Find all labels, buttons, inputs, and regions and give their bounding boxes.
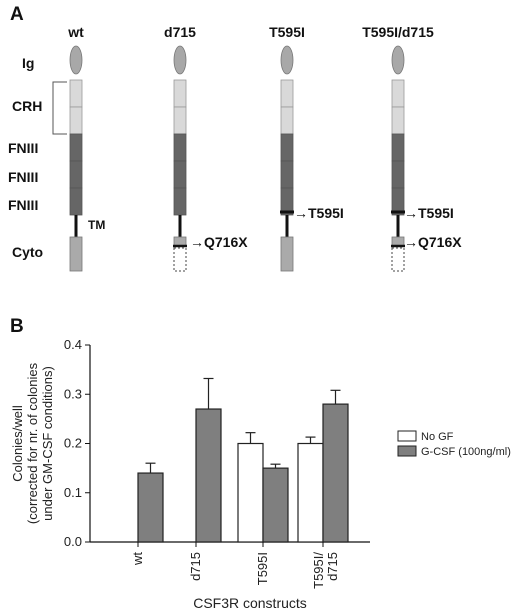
truncated-region-t595i-d715: [391, 247, 405, 272]
construct-wt: [69, 45, 83, 272]
bar-1-3: [322, 403, 349, 543]
x-tick-label-1-line-0: d715: [188, 552, 203, 581]
y-axis-label-line-1: (corrected for nr. of colonies: [25, 362, 40, 524]
fniii-domain-t595i-2: [280, 160, 294, 189]
domain-label-fniii-2: FNIII: [8, 169, 39, 185]
fniii-domain-t595i-1: [280, 133, 294, 162]
y-tick-label-4: 0.4: [64, 337, 82, 352]
cyto-domain-d715: [173, 236, 187, 247]
y-tick-label-1: 0.1: [64, 485, 82, 500]
annotation-t595i-double: →T595I: [404, 205, 454, 221]
fniii-domain-wt-2: [69, 160, 83, 189]
ig-domain-t595i: [280, 45, 294, 75]
fniii-domain-t595i-d715-1: [391, 133, 405, 162]
bar-chart: 0.0 0.1 0.2 0.3 0.4 Colonies/well (corrected f…: [10, 337, 511, 611]
construct-label-t595i-d715: T595I/d715: [362, 24, 434, 40]
crh-domain-d715-2: [173, 106, 187, 135]
domain-label-cyto: Cyto: [12, 244, 44, 260]
crh-domain-t595i-d715-1: [391, 79, 405, 108]
domain-label-ig: Ig: [22, 55, 35, 71]
crh-domain-t595i-1: [280, 79, 294, 108]
x-tick-label-0: wt: [130, 552, 145, 566]
ig-domain-t595i-d715: [391, 45, 405, 75]
fniii-domain-d715-2: [173, 160, 187, 189]
annotation-q716x-d715-text: Q716X: [204, 234, 248, 250]
crh-domain-t595i-d715-2: [391, 106, 405, 135]
construct-label-wt: wt: [68, 24, 84, 40]
domain-label-fniii-3: FNIII: [8, 197, 39, 213]
crh-domain-t595i-2: [280, 106, 294, 135]
domain-label-tm: TM: [88, 218, 106, 232]
x-axis-label: CSF3R constructs: [193, 595, 307, 611]
bar-1-1: [195, 408, 222, 543]
fniii-domain-wt-1: [69, 133, 83, 162]
cyto-domain-t595i-d715: [391, 236, 405, 247]
crh-bracket: [52, 81, 67, 135]
y-axis-label-line-0: Colonies/well: [10, 405, 25, 482]
domain-label-crh: CRH: [12, 98, 43, 114]
x-tick-label-3-line-1: d715: [325, 552, 340, 581]
fniii-domain-d715-1: [173, 133, 187, 162]
bar-1-0: [137, 472, 164, 543]
bar-0-2: [237, 442, 264, 543]
cyto-domain-wt: [69, 236, 83, 272]
bar-0-3: [297, 442, 324, 543]
y-tick-label-3: 0.3: [64, 386, 82, 401]
fniii-domain-d715-3: [173, 187, 187, 216]
crh-domain-d715-1: [173, 79, 187, 108]
construct-t595i-d715: [391, 45, 405, 272]
construct-t595i: [280, 45, 294, 272]
crh-domain-wt-1: [69, 79, 83, 108]
bar-1-2: [262, 467, 289, 543]
ig-domain-wt: [69, 45, 83, 75]
construct-d715: [173, 45, 187, 272]
truncated-region-d715: [173, 247, 187, 272]
construct-label-t595i: T595I: [269, 24, 305, 40]
annotation-t595i-double-text: T595I: [418, 205, 454, 221]
y-tick-label-0: 0.0: [64, 534, 82, 549]
annotation-q716x-d715: →Q716X: [190, 234, 248, 250]
legend-swatch-0: [397, 430, 417, 442]
construct-label-d715: d715: [164, 24, 196, 40]
annotation-t595i-t595i-text: T595I: [308, 205, 344, 221]
fniii-domain-t595i-d715-2: [391, 160, 405, 189]
x-tick-label-3: T595I/d715: [311, 552, 340, 589]
x-tick-label-1: d715: [188, 552, 203, 581]
y-tick-label-2: 0.2: [64, 436, 82, 451]
cyto-domain-t595i: [280, 236, 294, 272]
legend-label-0: No GF: [421, 431, 454, 443]
annotation-t595i-t595i: →T595I: [294, 205, 344, 221]
annotation-q716x-double: →Q716X: [404, 234, 462, 250]
receptor-schematic: [52, 45, 405, 272]
y-axis-label-line-2: under GM-CSF conditions): [40, 366, 55, 521]
y-axis-label: Colonies/well (corrected for nr. of colon…: [10, 362, 55, 524]
legend-label-1: G-CSF (100ng/ml): [421, 446, 511, 458]
panel-b-letter: B: [10, 316, 24, 337]
legend-swatch-1: [397, 445, 417, 457]
domain-label-fniii-1: FNIII: [8, 140, 39, 156]
panel-a-letter: A: [10, 4, 24, 25]
ig-domain-d715: [173, 45, 187, 75]
x-tick-label-2: T595I: [255, 552, 270, 585]
annotation-q716x-double-text: Q716X: [418, 234, 462, 250]
crh-domain-wt-2: [69, 106, 83, 135]
fniii-domain-wt-3: [69, 187, 83, 216]
x-tick-label-2-line-0: T595I: [255, 552, 270, 585]
x-tick-label-0-line-0: wt: [130, 552, 145, 566]
x-tick-label-3-line-0: T595I/: [311, 552, 326, 589]
